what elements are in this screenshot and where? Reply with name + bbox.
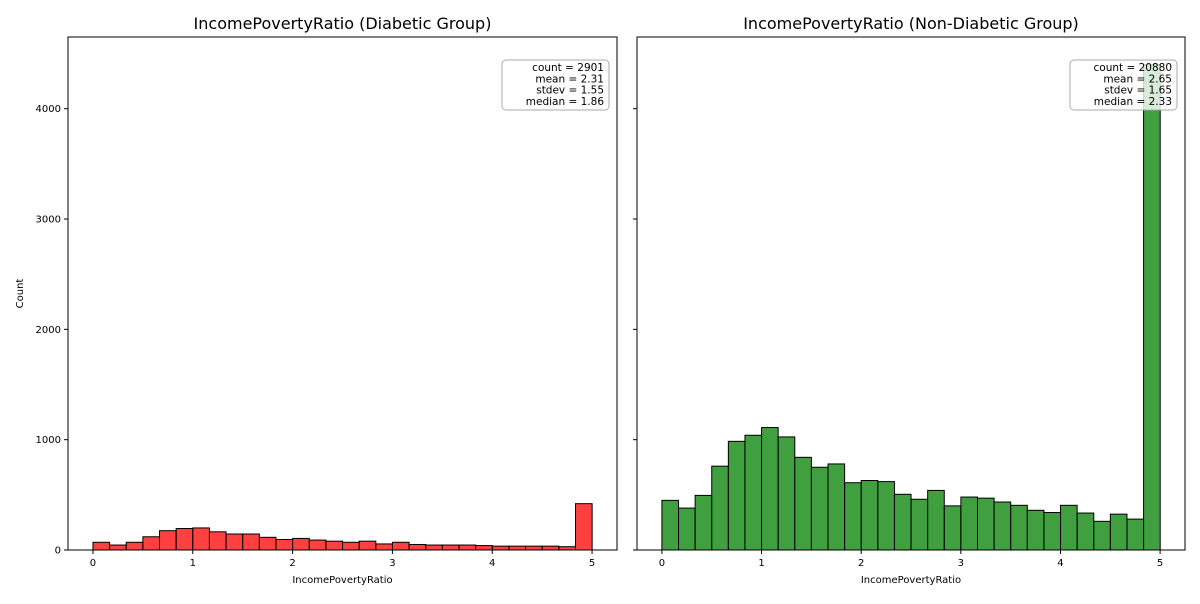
stats-line: count = 20880	[1094, 62, 1173, 74]
stats-line: mean = 2.31	[535, 73, 604, 85]
stats-box	[1069, 59, 1178, 111]
histogram-bar	[208, 531, 227, 551]
histogram-bar	[777, 436, 796, 551]
histogram-bar	[844, 482, 862, 551]
histogram-bar	[475, 545, 493, 551]
x-tick-label: 2	[289, 558, 295, 569]
stats-line: stdev = 1.65	[1104, 85, 1172, 97]
y-tick-label: 3000	[36, 215, 61, 226]
chart-title: IncomePovertyRatio (Diabetic Group)	[194, 14, 492, 33]
diabetic-histogram-panel: IncomePovertyRatio (Diabetic Group) 0 1 2 3 4…	[15, 14, 618, 586]
histogram-bar	[391, 541, 410, 551]
non-diabetic-histogram-panel: IncomePovertyRatio (Non-Diabetic Group) 0…	[633, 14, 1186, 586]
histogram-bar	[308, 539, 327, 551]
histogram-bar	[893, 493, 912, 551]
histogram-bar	[744, 434, 763, 551]
stats-line: median = 2.33	[1094, 96, 1172, 108]
histogram-bar	[694, 494, 713, 551]
x-tick-label: 1	[190, 558, 196, 569]
histogram-bar	[441, 544, 460, 551]
y-tick-label: 2000	[36, 325, 61, 336]
histogram-bar	[325, 540, 344, 551]
histogram-bar	[258, 536, 277, 551]
histogram-bar	[92, 541, 111, 551]
histogram-bar	[976, 497, 995, 551]
stats-line: median = 1.86	[526, 96, 605, 108]
x-axis-label: IncomePovertyRatio	[861, 575, 961, 586]
histogram-bar	[1076, 512, 1095, 551]
stats-line: count = 2901	[532, 62, 604, 74]
histogram-bar	[1126, 518, 1145, 551]
chart-title: IncomePovertyRatio (Non-Diabetic Group)	[743, 14, 1079, 33]
histogram-bar	[1043, 511, 1062, 551]
histogram-bar	[425, 544, 443, 551]
histogram-bar	[575, 503, 593, 551]
histogram-bar	[1010, 504, 1028, 551]
histogram-bar	[125, 541, 144, 551]
x-tick-label: 0	[659, 558, 665, 569]
histogram-bar	[1026, 509, 1045, 551]
x-axis-label: IncomePovertyRatio	[292, 575, 392, 586]
x-tick-label: 2	[858, 558, 864, 569]
histogram-bar	[1093, 520, 1111, 551]
histogram-bar	[993, 501, 1012, 551]
y-tick-label: 0	[55, 546, 61, 557]
x-tick-label: 5	[1157, 558, 1163, 569]
x-tick-label: 3	[389, 558, 395, 569]
histogram-bar	[159, 530, 177, 551]
histogram-bar	[192, 527, 210, 551]
histogram-bar	[910, 498, 929, 551]
histogram-bar	[225, 533, 244, 551]
histogram-bar	[458, 544, 477, 551]
stats-line: mean = 2.65	[1103, 73, 1172, 85]
y-axis-label: Count	[15, 279, 26, 309]
histogram-bar	[1109, 513, 1128, 551]
histogram-bar	[491, 545, 510, 551]
stats-box	[501, 59, 610, 111]
histogram-bar	[661, 499, 680, 551]
histogram-bar	[358, 540, 377, 551]
histogram-bar	[678, 507, 696, 551]
histogram-bar	[541, 545, 560, 551]
y-tick-label: 4000	[36, 104, 61, 115]
histogram-bar	[927, 489, 945, 551]
x-tick-label: 3	[958, 558, 964, 569]
plot-frame	[67, 36, 618, 551]
histogram-bar	[1143, 64, 1161, 551]
histogram-bar	[727, 440, 746, 551]
x-tick-label: 5	[589, 558, 595, 569]
stats-line: stdev = 1.55	[536, 85, 604, 97]
histogram-bar	[175, 527, 194, 551]
histogram-bar	[810, 466, 829, 551]
histogram-bar	[109, 544, 127, 551]
histogram-bar	[860, 479, 879, 551]
x-tick-label: 4	[1057, 558, 1063, 569]
histogram-bar	[375, 543, 393, 551]
x-tick-label: 1	[758, 558, 764, 569]
histogram-bar	[794, 456, 812, 551]
histogram-bar	[342, 541, 360, 551]
histogram-bar	[711, 465, 729, 551]
histogram-bar	[292, 537, 310, 551]
y-tick-label: 1000	[36, 435, 61, 446]
histogram-bar	[943, 505, 962, 551]
histogram-bar	[242, 533, 260, 551]
histogram-bar	[827, 463, 846, 551]
x-tick-label: 4	[489, 558, 495, 569]
histogram-bar	[1060, 504, 1078, 551]
histogram-bar	[525, 545, 543, 551]
histogram-bar	[408, 543, 427, 551]
histogram-bar	[761, 427, 779, 551]
histogram-bar	[877, 481, 895, 551]
histogram-bar	[275, 539, 294, 551]
plot-frame	[636, 36, 1186, 551]
histogram-bar	[960, 496, 978, 551]
histogram-bar	[142, 536, 161, 551]
histogram-bar	[508, 545, 527, 551]
x-tick-label: 0	[90, 558, 96, 569]
